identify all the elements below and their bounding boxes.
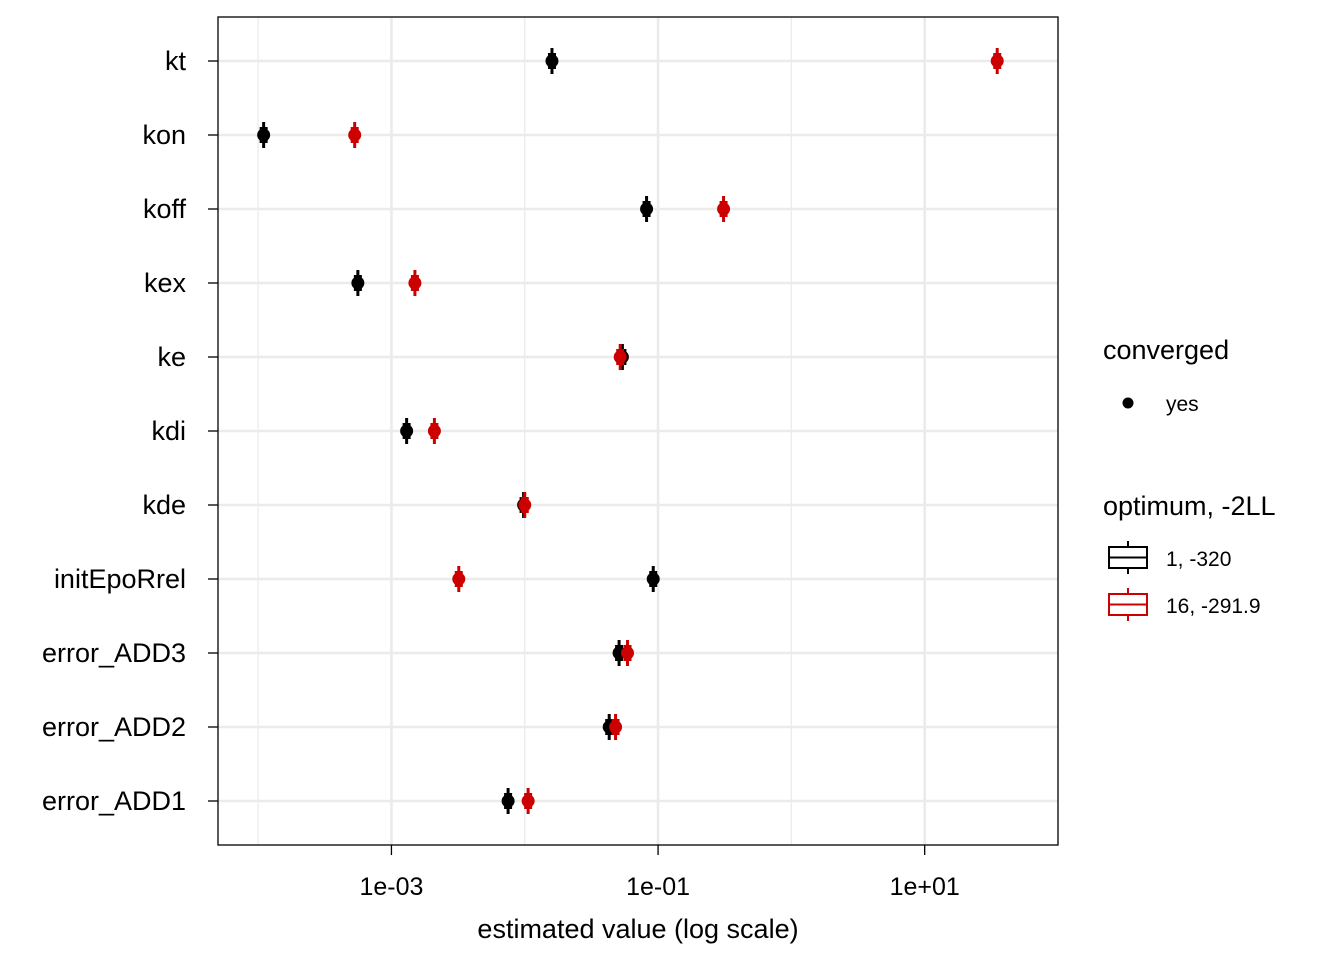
data-point-group [257,122,271,148]
data-point [257,128,271,142]
data-point-group [613,344,627,370]
data-point-group [521,788,535,814]
data-point-group [427,418,441,444]
data-point [646,572,660,586]
legend: converged yes optimum, -2LL 1, -320 16, … [1103,335,1276,621]
x-axis-title: estimated value (log scale) [477,914,798,944]
legend-optimum-title: optimum, -2LL [1103,491,1276,521]
data-point [400,424,414,438]
x-tick-label: 1e-03 [359,873,423,901]
y-tick-label: kde [142,490,186,520]
data-point-group [646,566,660,592]
data-point [501,794,515,808]
chart-marks [257,48,1004,814]
legend-optimum-key-2 [1108,588,1148,621]
data-point [621,646,635,660]
y-tick-label: initEpoRrel [54,564,186,594]
data-point [640,202,654,216]
legend-converged-label: yes [1166,393,1199,416]
data-point [351,276,365,290]
data-point-group [501,788,515,814]
y-tick-label: koff [143,194,187,224]
data-point [613,350,627,364]
data-point [545,54,559,68]
legend-optimum-label-1: 1, -320 [1166,548,1231,571]
data-point [990,54,1004,68]
x-axis: 1e-03 1e-01 1e+01 [359,845,960,901]
data-point-group [452,566,466,592]
legend-optimum-key-1 [1108,541,1148,574]
data-point-group [351,270,365,296]
data-point-group [640,196,654,222]
data-point-group [621,640,635,666]
data-point-group [518,492,532,518]
legend-converged-point [1122,397,1134,409]
data-point-group [400,418,414,444]
x-tick-label: 1e-01 [626,873,690,901]
data-point [408,276,422,290]
data-point-group [348,122,362,148]
data-point [452,572,466,586]
y-tick-label: error_ADD2 [42,712,186,742]
data-point-group [408,270,422,296]
data-point [717,202,731,216]
data-point [427,424,441,438]
y-tick-label: kex [144,268,187,298]
x-tick-label: 1e+01 [890,873,960,901]
data-point [521,794,535,808]
data-point-group [609,714,623,740]
data-point [348,128,362,142]
legend-optimum-label-2: 16, -291.9 [1166,595,1261,618]
legend-converged-title: converged [1103,335,1229,365]
data-point [518,498,532,512]
data-point-group [717,196,731,222]
data-point [609,720,623,734]
y-tick-label: error_ADD3 [42,638,186,668]
data-point-group [990,48,1004,74]
data-point-group [545,48,559,74]
y-axis: kt kon koff kex ke kdi kde initEpoRrel error_ADD… [42,46,218,816]
y-tick-label: ke [157,342,186,372]
y-tick-label: kon [142,120,186,150]
y-tick-label: kdi [151,416,186,446]
y-tick-label: error_ADD1 [42,786,186,816]
y-tick-label: kt [165,46,187,76]
